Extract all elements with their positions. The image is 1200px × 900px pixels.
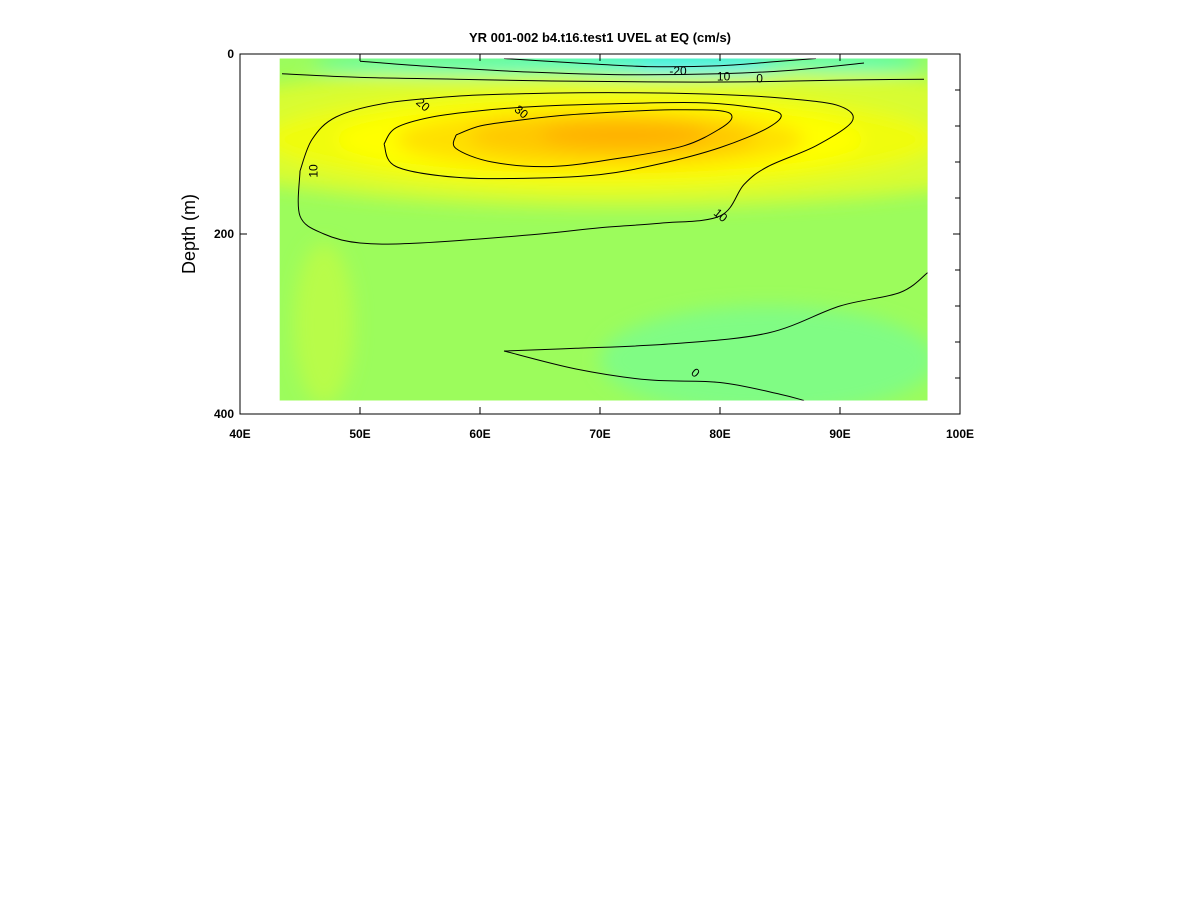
x-tick-label-6: 100E xyxy=(946,427,974,441)
contour-line-10-0 xyxy=(297,92,854,245)
color-blob-10 xyxy=(294,243,354,401)
y-tick-label-2: 400 xyxy=(214,407,234,421)
x-tick-label-0: 40E xyxy=(229,427,250,441)
contour-label-5: 10 xyxy=(717,70,731,84)
color-field xyxy=(279,58,928,401)
contour-line-0-3 xyxy=(281,73,925,83)
x-tick-labels: 40E 50E 60E 70E 80E 90E 100E xyxy=(229,427,974,441)
contour-line-0-6 xyxy=(503,272,928,352)
x-tick-label-2: 60E xyxy=(469,427,490,441)
contour-line--20-5 xyxy=(503,58,817,68)
x-tick-label-5: 90E xyxy=(829,427,850,441)
color-blob-5 xyxy=(540,122,708,148)
y-tick-label-1: 200 xyxy=(214,227,234,241)
data-layer xyxy=(279,58,928,401)
color-blob-6 xyxy=(600,306,928,401)
contour-line-20-1 xyxy=(383,101,782,180)
contour-line--10-4 xyxy=(359,60,865,76)
contour-label-6: 0 xyxy=(756,71,763,85)
contour-label-4: -20 xyxy=(669,64,687,78)
y-tick-label-0: 0 xyxy=(227,47,234,61)
chart-title: YR 001-002 b4.t16.test1 UVEL at EQ (cm/s… xyxy=(469,30,731,45)
contour-line-30-2 xyxy=(452,109,733,168)
contour-lines xyxy=(281,58,928,401)
y-axis-label: Depth (m) xyxy=(179,194,199,274)
contour-label-0: 10 xyxy=(307,164,321,178)
x-tick-label-1: 50E xyxy=(349,427,370,441)
x-tick-label-3: 70E xyxy=(589,427,610,441)
axis-ticks xyxy=(239,53,961,415)
y-tick-labels: 0 200 400 xyxy=(214,47,234,421)
x-tick-label-4: 80E xyxy=(709,427,730,441)
contour-line-0-7 xyxy=(503,350,805,401)
